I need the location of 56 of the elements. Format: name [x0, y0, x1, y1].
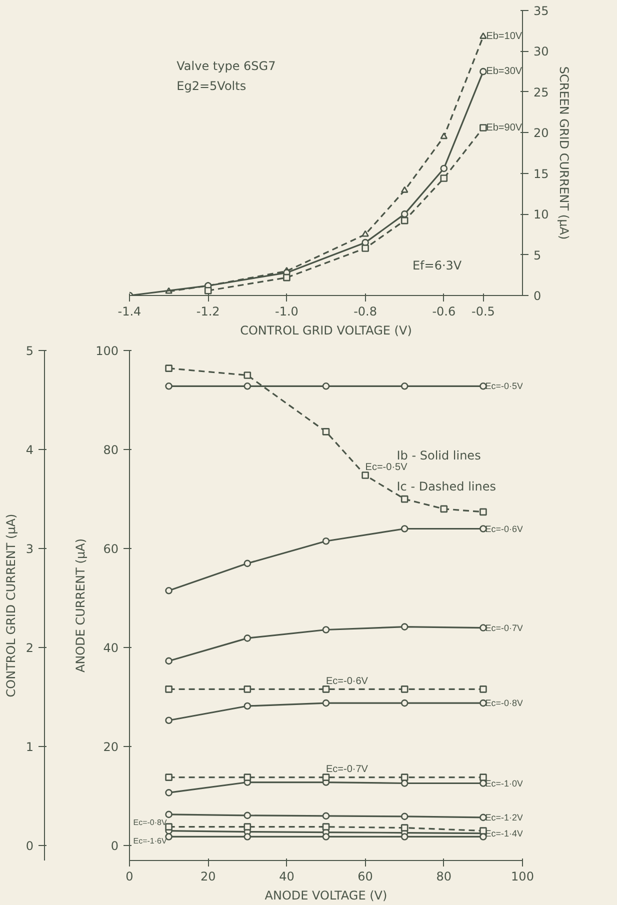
x-tick-label: 20 [200, 870, 216, 884]
y-tick-label: 15 [534, 166, 549, 181]
y-tick-label: 35 [534, 4, 549, 18]
series-label: Ec=-0·6V [326, 676, 368, 688]
annotation: Ic - Dashed lines [396, 479, 496, 494]
x-tick-label: -0.6 [432, 304, 456, 318]
annotation: Ef=6·3V [412, 258, 462, 273]
series-label: Ec=-0·6V [485, 524, 523, 534]
y-tick-label: 5 [26, 344, 34, 358]
x-axis-title: CONTROL GRID VOLTAGE (V) [240, 324, 412, 338]
y-tick-label: 3 [26, 542, 34, 556]
series-label: Ec=-0·7V [326, 764, 368, 776]
x-tick-label: 60 [358, 870, 373, 884]
series-label: Ec=-1·2V [485, 812, 523, 822]
y-tick-label: 5 [534, 248, 542, 262]
series-label: Ec=-0·5V [485, 381, 523, 392]
x-tick-label: 80 [436, 870, 452, 884]
series-label: Ec=-0·5V [365, 462, 408, 474]
x-axis-title: ANODE VOLTAGE (V) [264, 888, 388, 902]
y2-tick-label: 20 [103, 740, 119, 754]
y2-axis-title: ANODE CURRENT (μA) [74, 538, 88, 673]
annotation: Ib - Solid lines [396, 448, 481, 463]
x-tick-label: 40 [279, 870, 294, 884]
y-tick-label: 10 [534, 208, 549, 222]
series-label: Eb=10V [486, 31, 522, 42]
y2-tick-label: 80 [103, 443, 119, 458]
y-tick-label: 0 [534, 289, 542, 303]
annotation: Valve type 6SG7 [176, 59, 276, 74]
y-tick-label: 25 [534, 85, 549, 100]
series-label: Ec=-0·7V [485, 622, 523, 633]
x-tick-label: -0.8 [354, 304, 378, 318]
y2-tick-label: 40 [103, 641, 119, 656]
x-tick-label: -1.2 [196, 304, 220, 318]
y-tick-label: 2 [26, 641, 34, 656]
y2-tick-label: 100 [96, 344, 118, 358]
x-tick-label: -1.0 [274, 304, 298, 318]
series-label: Ec=-0·8V [485, 698, 523, 708]
y-tick-label: 1 [26, 740, 34, 754]
y-tick-label: 20 [534, 126, 549, 140]
series-label: Eb=30V [486, 66, 522, 78]
annotation: Eg2=5Volts [176, 79, 246, 94]
x-tick-label: -1.4 [118, 304, 142, 318]
y2-tick-label: 60 [103, 542, 119, 556]
x-tick-label: 100 [511, 870, 534, 884]
y-tick-label: 0 [26, 839, 34, 854]
legend-label: Ec=-1·6V [133, 836, 168, 846]
x-tick-label: 0 [126, 870, 134, 884]
y-tick-label: 4 [26, 443, 34, 458]
series-label: Ec=-1·0V [485, 778, 523, 788]
y-axis-title: SCREEN GRID CURRENT (μA) [556, 66, 571, 240]
x-tick-label: -0.5 [471, 304, 495, 318]
y2-tick-label: 0 [110, 839, 119, 854]
y-tick-label: 30 [534, 44, 549, 59]
y-axis-title: CONTROL GRID CURRENT (μA) [4, 514, 18, 698]
series-label: Ec=-0·8V [133, 818, 168, 827]
series-label: Eb=90V [486, 122, 522, 134]
